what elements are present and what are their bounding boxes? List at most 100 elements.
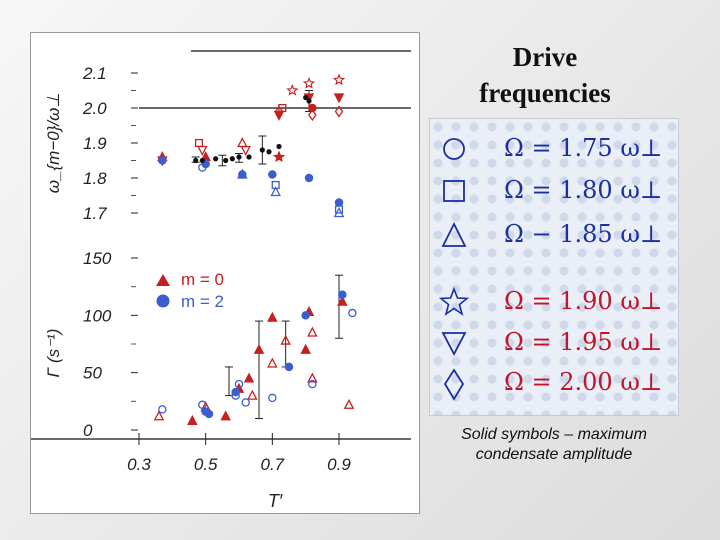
bottom-m2-point — [198, 400, 207, 410]
bottom-y-tick-label: 50 — [83, 364, 102, 383]
bottom-y-tick-label: 150 — [83, 249, 112, 268]
top-m0-point — [308, 103, 317, 113]
m2-legend-marker — [156, 294, 170, 308]
x-tick-label: 0.9 — [327, 455, 351, 474]
x-tick-label: 0.5 — [194, 455, 218, 474]
m0-legend-marker — [156, 274, 170, 286]
m2-legend-label: m = 2 — [181, 292, 224, 311]
x-tick-label: 0.3 — [127, 455, 151, 474]
bottom-m0-point — [253, 343, 265, 354]
top-black-point — [213, 156, 219, 162]
top-m2-point — [237, 168, 248, 179]
bottom-m0-point — [300, 343, 311, 354]
top-m2-point — [270, 186, 281, 197]
top-m0-point — [302, 77, 316, 89]
top-y-tick-label: 1.8 — [83, 169, 107, 188]
drive-frequency-legend — [429, 118, 679, 416]
triangle-down-icon — [441, 332, 467, 356]
bottom-m2-point — [204, 409, 214, 419]
bottom-m2-point — [348, 308, 357, 318]
bottom-m0-point — [187, 414, 198, 425]
top-m0-point — [272, 150, 286, 163]
bottom-m0-point — [220, 410, 231, 421]
top-black-point — [223, 157, 229, 164]
top-black-point — [229, 156, 235, 162]
star-icon — [438, 287, 470, 316]
plot-panel: 2.1 2.0 1.9 1.8 1.7 150 100 50 0 0.3 0.5 0.7 0.9 T′ ω_… — [30, 32, 420, 514]
top-black-point — [259, 147, 265, 153]
bottom-m0-point — [267, 357, 278, 368]
top-m2-point — [304, 173, 314, 183]
top-m0-point — [197, 145, 208, 156]
top-m0-point — [273, 110, 285, 121]
bottom-m0-point — [267, 311, 278, 322]
top-black-point — [199, 157, 205, 164]
top-m0-point — [308, 108, 317, 122]
bottom-m2-point — [234, 379, 244, 389]
bottom-y-axis-title: Γ (s⁻¹) — [44, 329, 63, 378]
bottom-m2-point — [158, 405, 167, 414]
bottom-m0-point — [337, 295, 348, 306]
bottom-y-tick-label: 0 — [83, 421, 93, 440]
top-y-tick-label: 2.0 — [82, 99, 107, 118]
top-m0-point — [334, 105, 344, 118]
top-y-tick-label: 2.1 — [82, 64, 107, 83]
bottom-m2-point — [268, 393, 277, 403]
bottom-m2-point — [308, 379, 317, 389]
legend-label-180: Ω = 1.80 ω⊥ — [504, 176, 663, 204]
bottom-m0-point — [307, 326, 318, 337]
top-y-tick-label: 1.7 — [83, 204, 107, 223]
circle-icon — [443, 138, 465, 160]
bottom-m0-point — [280, 334, 291, 345]
top-m0-point — [332, 73, 346, 86]
x-tick-label: 0.7 — [261, 455, 285, 474]
bottom-m2-point — [241, 398, 250, 407]
top-black-point — [246, 154, 252, 160]
legend-label-175: Ω = 1.75 ω⊥ — [504, 134, 663, 162]
square-icon — [443, 180, 465, 202]
top-y-axis-title: ω_{m−0}/ω⊥ — [44, 93, 63, 193]
caption: Solid symbols – maximum condensate ampli… — [430, 425, 678, 465]
bottom-m0-point — [243, 372, 255, 383]
top-black-point — [193, 157, 199, 164]
heading-frequencies: frequencies — [479, 78, 611, 108]
bottom-m0-point — [343, 398, 355, 409]
bottom-m0-point — [153, 410, 165, 421]
top-m0-point — [240, 145, 251, 156]
bottom-m0-point — [307, 372, 318, 383]
top-m2-point — [268, 170, 277, 179]
legend-label-190: Ω = 1.90 ω⊥ — [504, 287, 663, 315]
caption-line-2: condensate amplitude — [475, 446, 633, 463]
top-black-point — [266, 149, 272, 155]
triangle-up-icon — [441, 221, 467, 247]
top-black-point — [306, 98, 312, 104]
top-m2-point — [333, 207, 345, 218]
bottom-m2-point — [301, 311, 310, 320]
scatter-plot: 2.1 2.0 1.9 1.8 1.7 150 100 50 0 0.3 0.5 0.7 0.9 T′ ω_… — [31, 50, 411, 511]
legend-label-200: Ω = 2.00 ω⊥ — [504, 368, 663, 396]
x-axis-title: T′ — [268, 491, 283, 511]
top-m2-point — [334, 198, 344, 207]
top-m2-point — [334, 205, 344, 214]
top-m0-point — [333, 93, 345, 104]
top-m0-point — [194, 138, 204, 148]
caption-line-1: Solid symbols – maximum — [461, 426, 647, 443]
top-black-point — [276, 143, 282, 150]
legend-label-195: Ω = 1.95 ω⊥ — [504, 328, 663, 356]
top-m0-point — [278, 103, 287, 113]
top-m2-point — [158, 156, 167, 165]
heading-drive: Drive — [512, 42, 578, 72]
legend-label-185: Ω − 1.85 ω⊥ — [504, 220, 663, 248]
top-y-tick-label: 1.9 — [83, 134, 107, 153]
bottom-m0-point — [247, 389, 258, 400]
bottom-m2-point — [231, 391, 240, 400]
top-m0-point — [286, 84, 299, 96]
bottom-y-tick-label: 100 — [83, 306, 112, 325]
diamond-icon — [443, 368, 465, 401]
bottom-m2-point — [284, 362, 294, 372]
top-m0-point — [237, 137, 248, 148]
top-black-point — [236, 154, 242, 160]
m0-legend-label: m = 0 — [181, 270, 224, 289]
top-black-point — [303, 94, 309, 101]
bottom-m2-point — [338, 290, 347, 299]
